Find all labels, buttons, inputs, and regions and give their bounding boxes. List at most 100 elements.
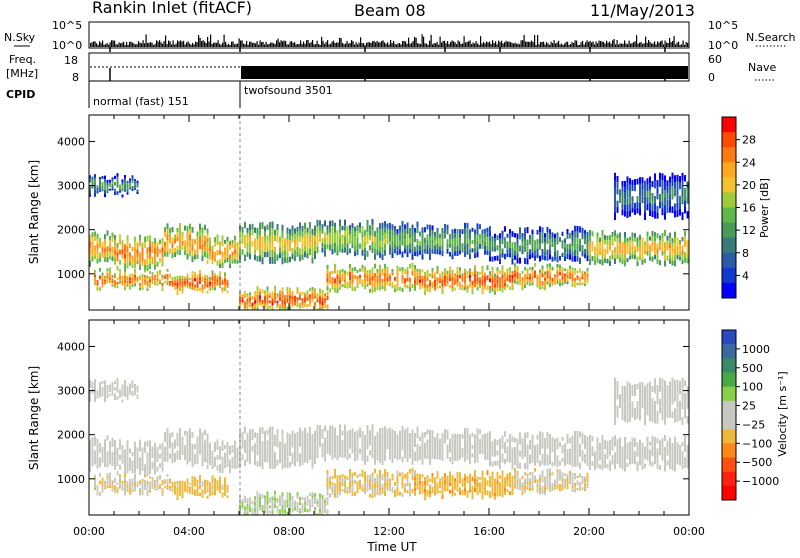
- nsky-bar: [95, 41, 96, 47]
- velocity-cell: [149, 457, 151, 463]
- velocity-cell: [549, 434, 551, 439]
- velocity-cell: [602, 447, 604, 453]
- velocity-cell: [229, 469, 231, 474]
- velocity-cell: [177, 455, 179, 460]
- power-cell: [104, 276, 106, 278]
- power-cell: [177, 232, 179, 237]
- power-cell: [442, 279, 444, 283]
- velocity-cell: [462, 453, 464, 458]
- velocity-cell: [314, 497, 316, 501]
- power-cell: [537, 282, 539, 285]
- power-cell: [269, 222, 271, 229]
- velocity-cell: [459, 447, 461, 451]
- power-cell: [294, 239, 296, 245]
- velocity-cell: [484, 447, 486, 451]
- power-cell: [194, 288, 196, 291]
- nsky-bar: [453, 41, 454, 47]
- power-cell: [302, 232, 304, 238]
- power-cell: [209, 247, 211, 252]
- power-cell: [414, 247, 416, 252]
- power-cell: [377, 286, 379, 290]
- power-cell: [667, 206, 669, 213]
- velocity-cell: [217, 466, 219, 471]
- nsky-bar: [116, 44, 117, 47]
- velocity-cell: [452, 439, 454, 444]
- velocity-cell: [292, 453, 294, 459]
- power-cell: [424, 280, 426, 284]
- velocity-cell: [187, 481, 189, 483]
- power-cell: [504, 286, 506, 290]
- velocity-cell: [432, 477, 434, 480]
- power-cell: [307, 248, 309, 253]
- power-cell: [639, 245, 641, 250]
- power-cell: [264, 290, 266, 293]
- power-cell: [492, 267, 494, 271]
- velocity-cell: [577, 461, 579, 467]
- velocity-cell: [669, 438, 671, 443]
- velocity-cell: [674, 454, 676, 460]
- power-cell: [274, 253, 276, 259]
- power-cell: [314, 226, 316, 231]
- velocity-cell: [407, 439, 409, 445]
- power-cell: [302, 292, 304, 295]
- power-cell: [527, 268, 529, 271]
- velocity-cell: [669, 453, 671, 458]
- velocity-cell: [292, 430, 294, 436]
- power-cell: [129, 257, 131, 261]
- power-cell: [414, 251, 416, 256]
- power-cell: [214, 282, 216, 285]
- power-cell: [362, 250, 364, 256]
- nsky-bar: [324, 44, 325, 47]
- velocity-cell: [147, 458, 149, 464]
- power-cell: [557, 281, 559, 284]
- velocity-cell: [117, 483, 119, 485]
- velocity-cell: [364, 447, 366, 453]
- nsky-bar: [515, 43, 516, 47]
- power-cell: [274, 300, 276, 304]
- velocity-cell: [224, 464, 226, 468]
- velocity-cell: [134, 477, 136, 480]
- nsky-bar: [371, 43, 372, 47]
- velocity-cell: [329, 432, 331, 438]
- velocity-cell: [374, 448, 376, 454]
- velocity-cell: [312, 495, 314, 498]
- velocity-cell: [312, 504, 314, 507]
- power-cell: [279, 242, 281, 247]
- velocity-cell: [437, 438, 439, 443]
- power-cell: [199, 281, 201, 285]
- velocity-cell: [672, 443, 674, 448]
- velocity-cell: [307, 458, 309, 463]
- power-cell: [644, 204, 646, 212]
- power-cell: [324, 233, 326, 239]
- velocity-cell: [492, 451, 494, 456]
- velocity-cell: [279, 452, 281, 457]
- nsky-bar: [147, 43, 148, 47]
- power-cell: [594, 251, 596, 256]
- power-cell: [224, 285, 226, 288]
- power-cell: [157, 276, 159, 278]
- power-cell: [109, 183, 111, 185]
- velocity-cell: [619, 458, 621, 463]
- power-cell: [624, 187, 626, 193]
- velocity-cell: [564, 453, 566, 458]
- power-cell: [354, 237, 356, 242]
- power-cell: [667, 187, 669, 194]
- power-cell: [542, 265, 544, 269]
- velocity-cell: [299, 427, 301, 434]
- velocity-cell: [562, 437, 564, 441]
- velocity-cell: [582, 433, 584, 439]
- power-cell: [642, 190, 644, 197]
- velocity-cell: [137, 462, 139, 466]
- nsky-bar: [206, 43, 207, 47]
- nsky-bar: [219, 44, 220, 47]
- velocity-cell: [167, 439, 169, 445]
- power-cell: [629, 185, 631, 191]
- power-cell: [529, 273, 531, 276]
- power-cell: [372, 219, 374, 225]
- power-cell: [249, 242, 251, 248]
- velocity-cell: [109, 479, 111, 482]
- velocity-cell: [272, 441, 274, 448]
- nsky-bar: [312, 40, 313, 47]
- nsky-bar: [119, 42, 120, 47]
- velocity-cell: [177, 433, 179, 438]
